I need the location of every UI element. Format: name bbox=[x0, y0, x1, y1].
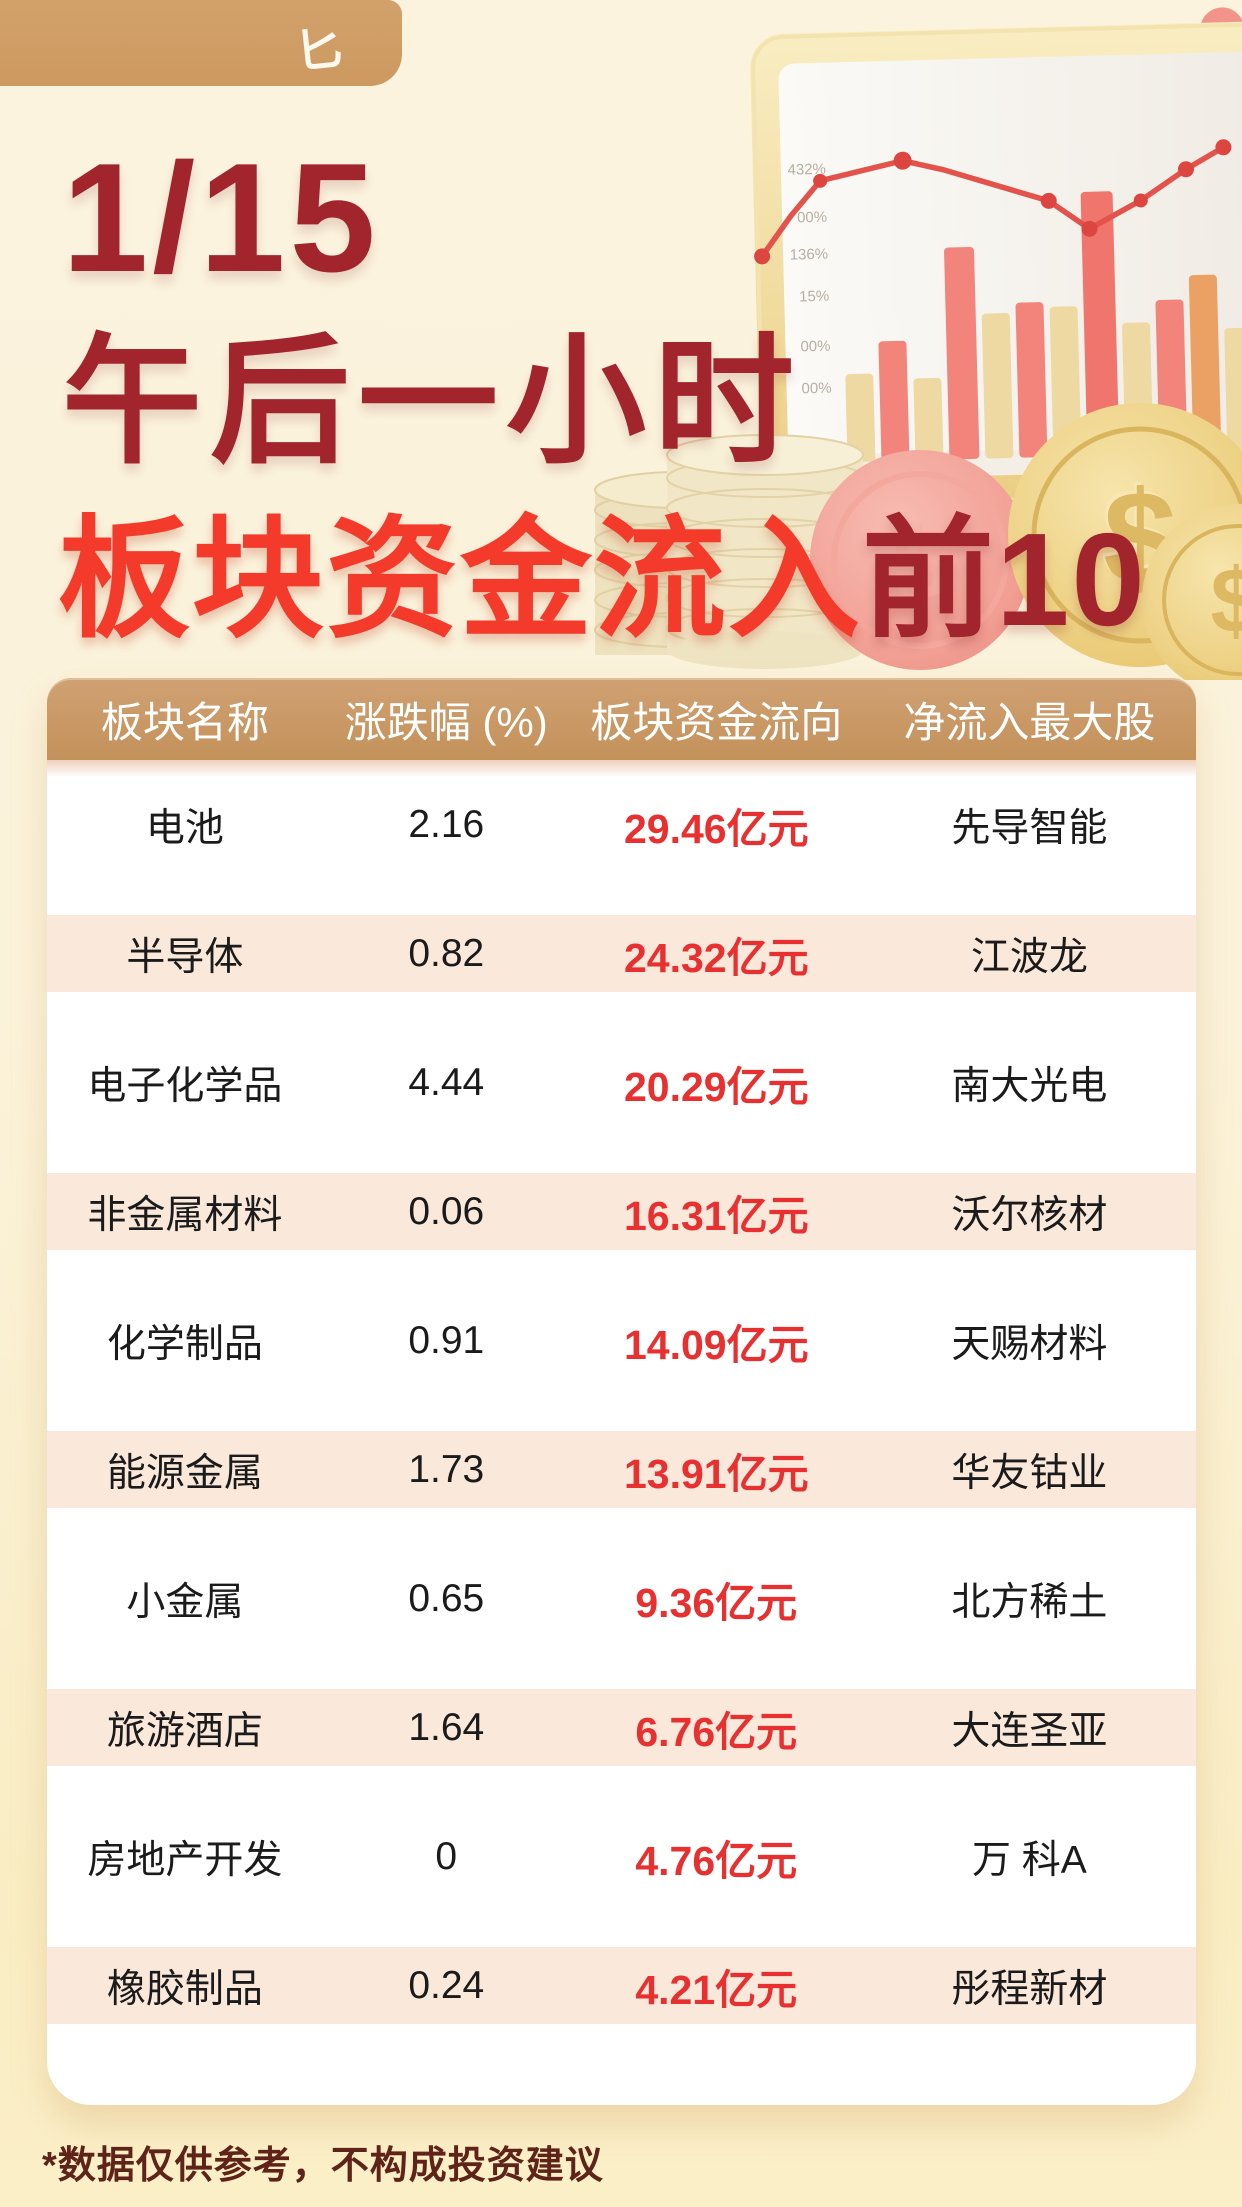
inflow-amount: 6.76亿元 bbox=[635, 1708, 798, 1755]
change-pct: 0.91 bbox=[408, 1318, 485, 1362]
inflow-amount: 9.36亿元 bbox=[635, 1579, 798, 1626]
sector-name: 电池 bbox=[145, 806, 224, 850]
sector-name: 旅游酒店 bbox=[106, 1709, 263, 1753]
brand-logo-glyph: 匕 bbox=[293, 21, 345, 79]
title-main-highlight: 板块资金流入 bbox=[58, 506, 862, 653]
axis-tick-labels: 432% 00% 136% 15% 00% 00% bbox=[787, 161, 832, 398]
column-header-flow: 板块资金流向 bbox=[590, 698, 843, 746]
title-subtitle: 午后一小时 bbox=[62, 323, 803, 480]
sector-name: 半导体 bbox=[126, 935, 244, 979]
inflow-amount: 14.09亿元 bbox=[623, 1321, 809, 1368]
top-stock: 天赐材料 bbox=[951, 1322, 1108, 1366]
small-gold-coin-icon: $ bbox=[1142, 504, 1242, 680]
title-main-rank: 前10 bbox=[862, 506, 1147, 653]
trend-line-icon bbox=[754, 139, 1232, 265]
change-pct: 0 bbox=[435, 1834, 458, 1878]
change-pct: 1.64 bbox=[408, 1705, 485, 1749]
change-pct: 4.44 bbox=[408, 1060, 485, 1104]
finance-illustration: 432% 00% 136% 15% 00% 00% bbox=[594, 7, 1242, 680]
sector-name: 非金属材料 bbox=[87, 1193, 283, 1237]
brand-badge: 匕 bbox=[0, 0, 402, 86]
table-row: 能源金属 1.73 13.91亿元 华友钴业 bbox=[47, 1405, 1196, 1534]
sector-name: 房地产开发 bbox=[87, 1838, 283, 1882]
top-stock: 北方稀土 bbox=[951, 1580, 1108, 1624]
svg-text:136%: 136% bbox=[789, 246, 828, 264]
inflow-amount: 29.46亿元 bbox=[623, 805, 809, 852]
svg-text:15%: 15% bbox=[799, 288, 829, 306]
svg-text:$: $ bbox=[892, 508, 948, 620]
table-row: 旅游酒店 1.64 6.76亿元 大连圣亚 bbox=[47, 1663, 1196, 1792]
svg-text:432%: 432% bbox=[787, 161, 826, 179]
change-pct: 0.65 bbox=[408, 1576, 485, 1620]
table-row: 非金属材料 0.06 16.31亿元 沃尔核材 bbox=[47, 1147, 1196, 1276]
chart-board: 432% 00% 136% 15% 00% 00% bbox=[695, 20, 1242, 509]
title-date: 1/15 bbox=[62, 131, 380, 304]
top-stock: 先导智能 bbox=[951, 806, 1108, 850]
table-row: 电池 2.16 29.46亿元 先导智能 bbox=[47, 760, 1196, 889]
svg-text:00%: 00% bbox=[800, 338, 830, 356]
sector-name: 能源金属 bbox=[106, 1451, 263, 1495]
table-row: 橡胶制品 0.24 4.21亿元 彤程新材 bbox=[47, 1921, 1196, 2050]
bar-chart-bars bbox=[845, 191, 1242, 463]
sector-name: 化学制品 bbox=[106, 1322, 263, 1366]
top-stock: 华友钴业 bbox=[951, 1451, 1108, 1495]
change-pct: 2.16 bbox=[408, 802, 485, 846]
sector-name: 小金属 bbox=[126, 1580, 244, 1624]
inflow-amount: 24.32亿元 bbox=[623, 934, 809, 981]
top-stock: 沃尔核材 bbox=[951, 1193, 1108, 1237]
svg-text:$: $ bbox=[1210, 550, 1242, 652]
inflow-amount: 4.76亿元 bbox=[635, 1837, 798, 1884]
top-stock: 万 科A bbox=[971, 1838, 1087, 1882]
sector-name: 电子化学品 bbox=[87, 1064, 283, 1108]
title-main: 板块资金流入前10 bbox=[58, 514, 1147, 646]
top-stock: 大连圣亚 bbox=[951, 1709, 1108, 1753]
table-body: 电池 2.16 29.46亿元 先导智能 半导体 0.82 24.32亿元 江波… bbox=[47, 760, 1196, 2050]
change-pct: 1.73 bbox=[408, 1447, 485, 1491]
coin-stack-icon bbox=[594, 434, 864, 669]
top-stock: 南大光电 bbox=[951, 1064, 1108, 1108]
table-header: 板块名称 涨跌幅 (%) 板块资金流向 净流入最大股 bbox=[47, 678, 1196, 760]
inflow-amount: 16.31亿元 bbox=[623, 1192, 809, 1239]
header-shadow bbox=[47, 760, 1196, 777]
change-pct: 0.82 bbox=[408, 931, 485, 975]
inflow-amount: 20.29亿元 bbox=[623, 1063, 809, 1110]
table-row: 电子化学品 4.44 20.29亿元 南大光电 bbox=[47, 1018, 1196, 1147]
data-table-card: 板块名称 涨跌幅 (%) 板块资金流向 净流入最大股 电池 2.16 29.46… bbox=[47, 678, 1196, 2105]
change-pct: 0.06 bbox=[408, 1189, 485, 1233]
svg-text:00%: 00% bbox=[801, 380, 831, 398]
change-pct: 0.24 bbox=[408, 1963, 485, 2007]
svg-text:00%: 00% bbox=[797, 209, 827, 227]
table-row: 化学制品 0.91 14.09亿元 天赐材料 bbox=[47, 1276, 1196, 1405]
sector-name: 橡胶制品 bbox=[106, 1967, 263, 2011]
top-stock: 江波龙 bbox=[970, 935, 1088, 979]
inflow-amount: 4.21亿元 bbox=[635, 1966, 798, 2013]
disclaimer: *数据仅供参考，不构成投资建议 bbox=[42, 2145, 604, 2187]
table-row: 房地产开发 0 4.76亿元 万 科A bbox=[47, 1792, 1196, 1921]
column-header-stock: 净流入最大股 bbox=[903, 698, 1156, 746]
table-row: 小金属 0.65 9.36亿元 北方稀土 bbox=[47, 1534, 1196, 1663]
pink-coin-icon: $ bbox=[810, 450, 1030, 670]
table-row: 半导体 0.82 24.32亿元 江波龙 bbox=[47, 889, 1196, 1018]
column-header-sector: 板块名称 bbox=[100, 698, 269, 746]
top-stock: 彤程新材 bbox=[951, 1967, 1108, 2011]
column-header-change: 涨跌幅 (%) bbox=[344, 698, 548, 746]
inflow-amount: 13.91亿元 bbox=[623, 1450, 809, 1497]
